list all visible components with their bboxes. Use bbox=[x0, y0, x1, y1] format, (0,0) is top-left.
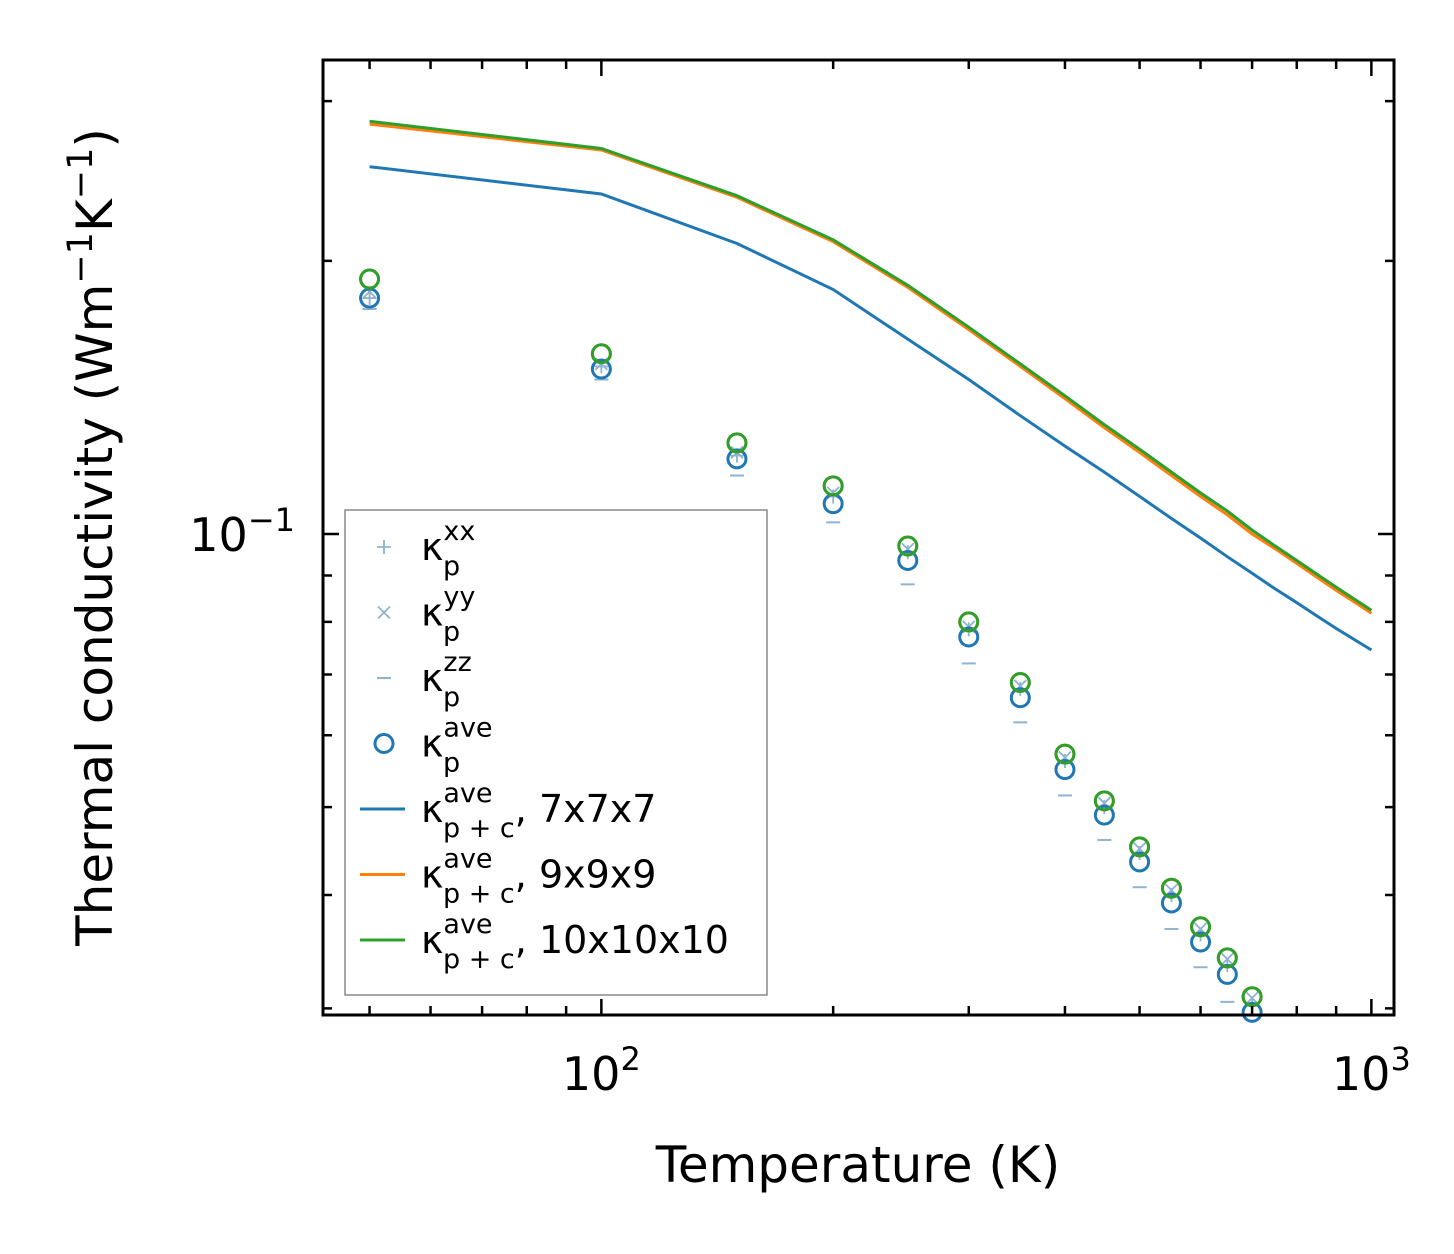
y-tick-label: 10−1 bbox=[189, 501, 295, 562]
data-point bbox=[897, 535, 919, 557]
data-point bbox=[1093, 790, 1115, 812]
data-point bbox=[1129, 836, 1151, 858]
data-point bbox=[1190, 916, 1212, 938]
plot-frame bbox=[321, 58, 1396, 1017]
data-point bbox=[1241, 986, 1263, 1008]
legend-frame bbox=[344, 509, 768, 996]
axis-ticks bbox=[323, 60, 1394, 1015]
legend-marker bbox=[377, 605, 391, 620]
x-axis-label: Temperature (K) bbox=[655, 1136, 1060, 1194]
y-axis-label: Thermal conductivity (Wm−1K−1) bbox=[61, 128, 124, 947]
data-point bbox=[1054, 759, 1076, 781]
data-point bbox=[362, 291, 377, 306]
data-point bbox=[1220, 952, 1234, 966]
data-point bbox=[1009, 687, 1031, 709]
data-point bbox=[590, 343, 612, 365]
data-point bbox=[822, 475, 844, 497]
data-point bbox=[726, 448, 748, 470]
data-point bbox=[1190, 931, 1212, 953]
data-point bbox=[1160, 877, 1182, 899]
data-point bbox=[1009, 671, 1031, 693]
data-point bbox=[1093, 804, 1115, 826]
data-point bbox=[1216, 947, 1238, 969]
plot-marks bbox=[359, 119, 1373, 1023]
data-point bbox=[958, 611, 980, 633]
legend-marker bbox=[373, 733, 395, 754]
scatter-series-5 bbox=[359, 268, 1263, 1008]
data-point bbox=[958, 626, 980, 648]
data-point bbox=[1129, 851, 1151, 873]
data-point bbox=[897, 549, 919, 571]
series-line-1 bbox=[369, 122, 1373, 615]
data-point bbox=[1054, 743, 1076, 765]
series-line-2 bbox=[369, 119, 1373, 612]
x-tick-label: 102 bbox=[562, 1040, 641, 1101]
legend-marker bbox=[377, 540, 391, 554]
data-point bbox=[359, 268, 381, 290]
data-point bbox=[726, 432, 748, 454]
scatter-series-2 bbox=[362, 308, 1235, 1003]
data-point bbox=[1245, 991, 1259, 1005]
data-point bbox=[1241, 1001, 1263, 1023]
data-point bbox=[1160, 892, 1182, 914]
x-tick-label: 103 bbox=[1332, 1040, 1411, 1101]
series-line-0 bbox=[369, 165, 1373, 652]
data-point bbox=[590, 358, 612, 380]
